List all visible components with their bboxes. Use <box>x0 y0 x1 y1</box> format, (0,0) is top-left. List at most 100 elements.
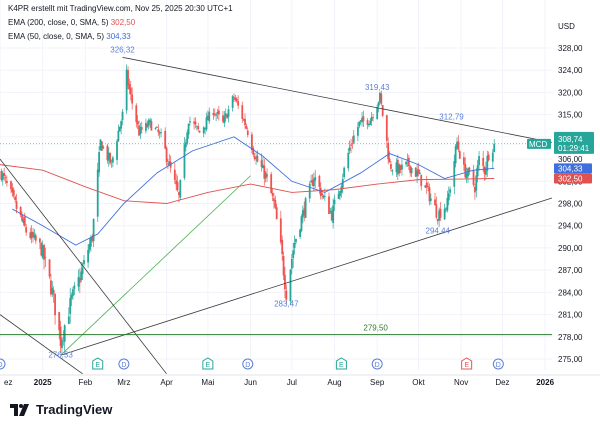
candle-body <box>30 231 33 239</box>
candle <box>140 121 143 134</box>
candle <box>467 167 469 183</box>
candle-body <box>341 179 344 188</box>
candle <box>131 87 134 110</box>
candle <box>260 153 263 172</box>
candle <box>407 154 410 171</box>
candle <box>262 157 264 169</box>
candle-body <box>380 93 383 104</box>
candle <box>361 111 363 127</box>
ema200-legend[interactable]: EMA (200, close, 0, SMA, 5) 302,50 <box>8 18 135 27</box>
candle <box>478 151 480 171</box>
candle-body <box>136 121 139 125</box>
candle-body <box>21 214 23 221</box>
candle-body <box>11 188 14 193</box>
ema200-value: 302,50 <box>110 18 136 27</box>
candle-body <box>256 155 259 162</box>
candle <box>120 119 123 135</box>
x-tick-label: 2026 <box>536 378 554 387</box>
candle-body <box>474 187 476 193</box>
candle <box>428 183 431 206</box>
price-annotation: 276,53 <box>48 351 73 360</box>
candle-body <box>407 157 410 166</box>
ema50-legend[interactable]: EMA (50, close, 0, SMA, 5) 304,33 <box>8 32 131 41</box>
earnings-marker: E <box>335 357 347 370</box>
candle-body <box>165 147 168 162</box>
candle-body <box>454 146 457 164</box>
candle-body <box>39 238 41 243</box>
candle-body <box>251 134 253 150</box>
candle <box>482 150 485 172</box>
candle-body <box>311 180 314 186</box>
candle-body <box>234 97 237 101</box>
candle-body <box>98 152 101 173</box>
earnings-marker-shape <box>202 357 214 370</box>
candle-body <box>368 124 370 126</box>
candle-body <box>483 166 486 175</box>
y-tick-label: 278,00 <box>558 333 583 342</box>
candle-body <box>15 201 18 209</box>
candle <box>51 280 54 297</box>
candle-body <box>29 232 32 239</box>
candle <box>414 166 417 177</box>
candle <box>425 175 428 194</box>
tradingview-logo[interactable]: TradingView <box>10 402 112 417</box>
candle-body <box>19 206 22 215</box>
candle <box>454 144 457 168</box>
ema-tag-box <box>554 163 592 174</box>
candle <box>474 183 476 200</box>
candle <box>160 128 162 138</box>
candle-body <box>62 337 65 339</box>
earnings-marker-shape <box>335 357 347 370</box>
candle <box>424 185 427 189</box>
candle-body <box>493 143 496 153</box>
candle <box>92 218 95 248</box>
candle-body <box>70 295 73 299</box>
candle-body <box>206 115 209 121</box>
candle-body <box>255 157 257 159</box>
candle <box>493 138 496 153</box>
candle <box>472 164 475 187</box>
price-chart[interactable]: 279,50 326,32 319,43 312,79 294,44 283,47 276,… <box>0 0 600 392</box>
candle <box>59 320 62 354</box>
candle <box>379 91 381 105</box>
candle <box>446 190 449 213</box>
candle-body <box>282 256 285 276</box>
candle <box>164 127 167 150</box>
candle <box>429 193 432 205</box>
candle <box>156 125 158 128</box>
candle-body <box>295 238 297 243</box>
candle <box>183 137 186 181</box>
candle-body <box>3 173 6 177</box>
event-markers: DEDEDEDED <box>0 357 504 370</box>
candle-body <box>476 165 479 177</box>
candle <box>266 168 268 182</box>
candle <box>405 161 407 168</box>
candle-body <box>271 193 274 196</box>
candle <box>102 145 105 150</box>
candle <box>149 117 151 128</box>
candle <box>50 273 52 297</box>
candle-body <box>381 104 384 116</box>
candle <box>418 169 421 175</box>
candle <box>295 238 297 245</box>
earnings-marker: E <box>202 357 214 370</box>
candle-body <box>109 152 112 164</box>
candle <box>372 113 374 122</box>
candle-body <box>310 180 313 183</box>
candle-body <box>361 117 363 123</box>
candle <box>22 216 25 226</box>
candle-body <box>61 339 63 349</box>
candle-body <box>453 160 456 187</box>
candle-body <box>337 193 340 199</box>
candle <box>0 168 3 182</box>
candle-body <box>63 325 66 342</box>
candle <box>330 207 333 222</box>
candle-body <box>1 173 4 180</box>
candle-body <box>241 105 244 119</box>
candle-body <box>23 216 26 226</box>
candle <box>39 237 41 250</box>
candle <box>125 64 128 114</box>
candle <box>116 139 118 165</box>
candle-body <box>224 113 227 117</box>
candle-body <box>395 162 398 173</box>
